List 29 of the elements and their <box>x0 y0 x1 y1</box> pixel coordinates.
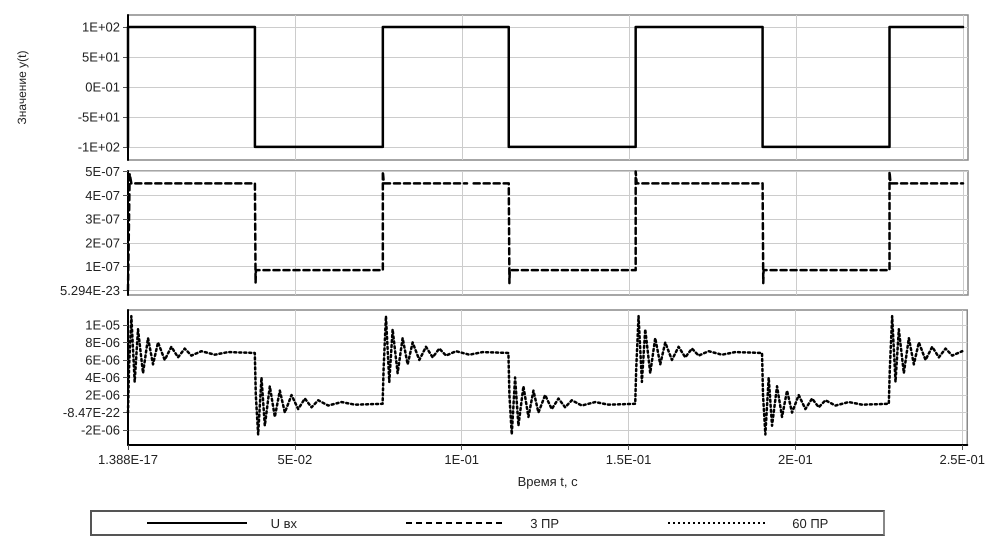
text: U вх <box>270 516 297 530</box>
y-tick-label: 4E-07 <box>85 188 120 203</box>
y-tick-label: -8.47E-22 <box>62 405 120 420</box>
text: 3 ПР <box>530 516 560 530</box>
x-axis-title: Время t, с <box>518 474 578 489</box>
text: 60 ПР <box>792 516 828 530</box>
y-tick-label: 6E-06 <box>85 352 120 368</box>
y-tick-label: -5E+01 <box>78 109 120 124</box>
x-tick-label: 1.5E-01 <box>606 452 652 467</box>
x-tick-label: 2.5E-01 <box>939 452 986 467</box>
y-tick-label: 2E-06 <box>85 388 120 403</box>
y-tick-label: 8E-06 <box>85 334 120 350</box>
y-tick-label: 2E-07 <box>85 235 120 250</box>
y-tick-label: -1E+02 <box>78 139 120 154</box>
y-tick-label: 5E+01 <box>82 49 120 64</box>
y-axis-title: Значение y(t) <box>15 50 29 124</box>
y-tick-label: 1E-07 <box>85 259 120 274</box>
x-tick-label: 1E-01 <box>444 452 480 467</box>
y-tick-label: -2E-06 <box>80 422 120 438</box>
x-tick-label: 1.388E-17 <box>98 452 158 467</box>
x-tick-label: 2E-01 <box>778 452 813 467</box>
y-tick-label: 5E-07 <box>85 164 120 179</box>
x-tick-label: 5E-02 <box>277 452 312 467</box>
y-tick-label: 3E-07 <box>85 212 120 226</box>
y-tick-label: 5.294E-23 <box>60 282 120 298</box>
y-tick-label: 0E-01 <box>85 79 120 94</box>
y-tick-label: 1E-05 <box>85 317 120 332</box>
y-tick-label: 4E-06 <box>85 370 120 385</box>
y-tick-label: 1E+02 <box>82 19 120 34</box>
